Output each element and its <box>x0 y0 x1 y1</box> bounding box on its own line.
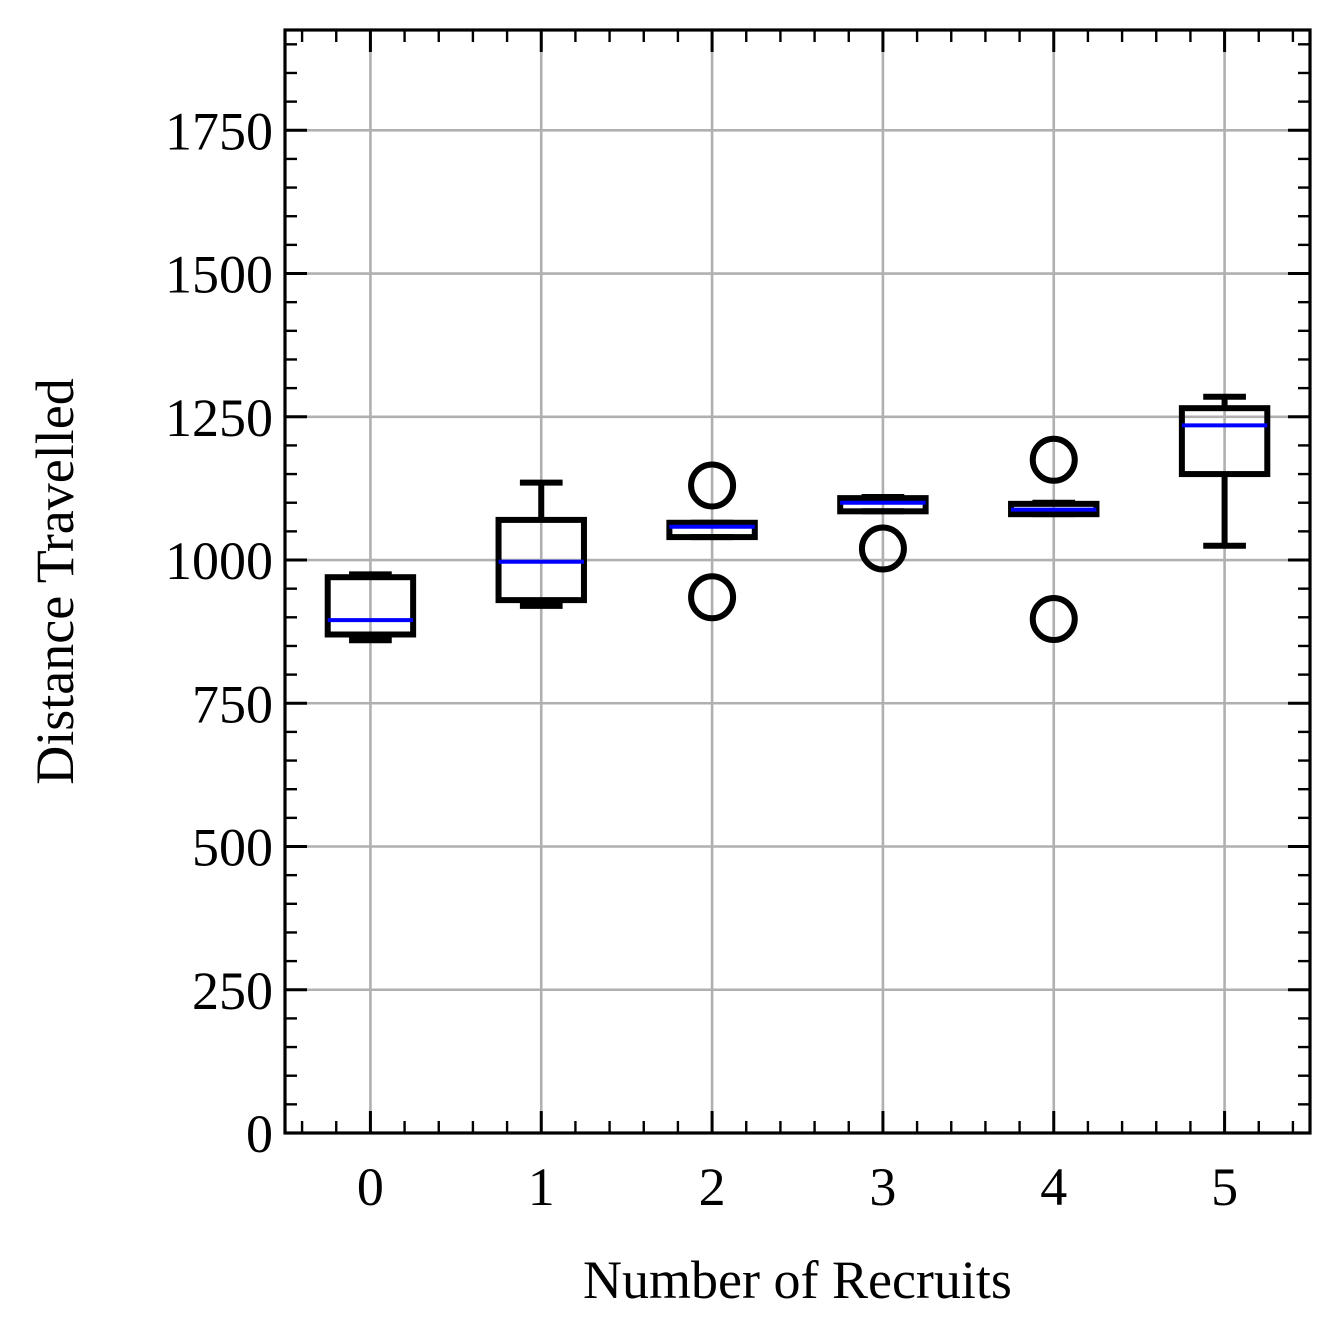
boxes <box>324 393 1271 644</box>
y-tick-label: 250 <box>192 961 273 1021</box>
y-tick-label: 500 <box>192 818 273 878</box>
box-2 <box>666 461 758 622</box>
y-tick-label: 750 <box>192 674 273 734</box>
box-body <box>1178 405 1271 478</box>
y-tick-labels: 0 250 500 750 1000 1250 1500 1750 <box>165 101 273 1164</box>
box-body <box>837 495 929 515</box>
outlier-point <box>858 524 907 573</box>
box-body <box>666 519 758 541</box>
x-axis-title: Number of Recruits <box>583 1250 1012 1310</box>
x-tick-label: 5 <box>1211 1157 1238 1217</box>
x-tick-label: 4 <box>1040 1157 1067 1217</box>
box-1 <box>495 479 587 609</box>
grid <box>285 30 1310 1135</box>
minor-ticks <box>285 30 1310 1133</box>
outlier-point <box>688 461 737 510</box>
y-tick-label: 1250 <box>165 388 273 448</box>
box-5 <box>1178 393 1271 549</box>
y-tick-label: 1750 <box>165 101 273 161</box>
y-axis-title: Distance Travelled <box>25 378 85 784</box>
outlier-point <box>1029 435 1078 484</box>
y-tick-label: 1500 <box>165 245 273 305</box>
y-tick-label: 1000 <box>165 531 273 591</box>
box-0 <box>324 571 417 644</box>
x-tick-label: 3 <box>869 1157 896 1217</box>
x-tick-labels: 0 1 2 3 4 5 <box>357 1157 1238 1217</box>
x-tick-label: 2 <box>699 1157 726 1217</box>
x-tick-label: 0 <box>357 1157 384 1217</box>
box-4 <box>1008 435 1100 644</box>
major-ticks <box>285 30 1310 1135</box>
y-tick-label: 0 <box>246 1104 273 1164</box>
box-3 <box>837 493 929 573</box>
plot-frame <box>283 28 1312 1135</box>
box-body <box>324 574 417 638</box>
outlier-point <box>688 573 737 622</box>
outlier-point <box>1029 595 1078 644</box>
x-tick-label: 1 <box>528 1157 555 1217</box>
